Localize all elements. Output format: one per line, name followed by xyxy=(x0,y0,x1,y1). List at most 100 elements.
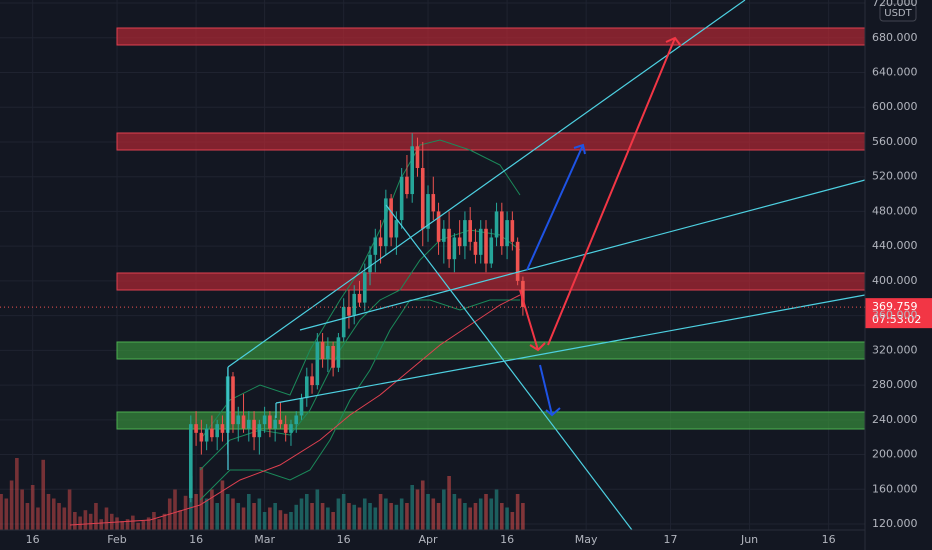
candle-body xyxy=(410,146,415,195)
y-tick-label: 160.000 xyxy=(872,482,918,495)
arrows xyxy=(519,36,682,417)
candle-body xyxy=(426,194,430,229)
volume-bar xyxy=(30,485,35,530)
volume-bar xyxy=(220,480,225,530)
volume-bar xyxy=(4,498,9,530)
volume-bar xyxy=(0,494,3,530)
y-tick-label: 360.000 xyxy=(872,309,918,322)
candle-body xyxy=(357,293,362,303)
volume-bar xyxy=(384,498,388,530)
volume-bar xyxy=(246,494,251,530)
volume-bar xyxy=(347,503,351,530)
candle-body xyxy=(331,346,335,368)
candle-body xyxy=(236,415,241,425)
volume-bar xyxy=(252,503,256,530)
candle-body xyxy=(215,424,219,438)
candle-body xyxy=(231,376,235,425)
volume-bar xyxy=(183,495,188,530)
volume-bar xyxy=(104,507,109,530)
candle-body xyxy=(431,194,436,212)
volume-bar xyxy=(141,521,146,530)
volume-bar xyxy=(478,498,483,530)
volume-bar xyxy=(473,503,478,530)
volume-bar xyxy=(36,507,40,530)
volume-bar xyxy=(436,503,441,530)
candle-body xyxy=(199,432,204,442)
candle-body xyxy=(352,293,357,316)
candle-body xyxy=(405,176,409,195)
x-tick-label: Mar xyxy=(254,533,275,546)
candle-body xyxy=(194,424,198,433)
volume-bar xyxy=(521,503,525,530)
volume-bar xyxy=(510,512,515,530)
volume-bar xyxy=(489,498,494,530)
candle-body xyxy=(457,237,462,247)
candle-body xyxy=(436,211,441,242)
countdown: 07:53:02 xyxy=(872,313,921,326)
volume-bar xyxy=(468,507,472,530)
volume-bar xyxy=(447,476,451,530)
volume-bar xyxy=(125,519,130,530)
resistance-zone xyxy=(116,272,866,291)
candle-body xyxy=(347,306,351,316)
candle-body xyxy=(299,398,304,416)
candle-body xyxy=(341,306,346,338)
volume-bar xyxy=(78,516,82,530)
volume-bar xyxy=(405,503,409,530)
volume-bar xyxy=(257,498,262,530)
volume-bar xyxy=(241,507,246,530)
volume-bar xyxy=(120,521,125,530)
candle-body xyxy=(452,237,457,260)
volume-bar xyxy=(46,494,51,530)
volume-bar xyxy=(115,517,119,530)
volume-bar xyxy=(515,494,520,530)
candle-body xyxy=(505,220,509,247)
y-tick-label: 120.000 xyxy=(872,517,918,530)
y-tick-label: 440.000 xyxy=(872,239,918,252)
volume-bar xyxy=(83,510,88,530)
arrow-down xyxy=(539,364,561,417)
lower-band xyxy=(199,299,520,501)
x-tick-label: Feb xyxy=(107,533,126,546)
trendlines xyxy=(227,0,866,531)
volume-bar xyxy=(41,459,46,530)
candle-body xyxy=(378,237,383,247)
candle-body xyxy=(500,211,504,247)
candle-body xyxy=(257,424,262,438)
volume-bar xyxy=(426,494,430,530)
candle-body xyxy=(442,228,446,242)
x-tick-label: 16 xyxy=(500,533,514,546)
volume-bar xyxy=(57,503,61,530)
volume-bar xyxy=(15,458,19,530)
resistance-zone xyxy=(116,27,866,46)
volume-bar xyxy=(420,480,425,530)
y-tick-label: 280.000 xyxy=(872,378,918,391)
trendline xyxy=(299,179,866,331)
volume-bar xyxy=(457,498,462,530)
volume-bar xyxy=(320,503,325,530)
y-tick-label: 480.000 xyxy=(872,204,918,217)
y-tick-label: 520.000 xyxy=(872,170,918,183)
volume-bar xyxy=(231,498,235,530)
trendline xyxy=(385,204,633,531)
x-tick-label: 16 xyxy=(189,533,203,546)
candle-body xyxy=(220,424,225,433)
volume-bar xyxy=(331,512,335,530)
volume-bar xyxy=(273,503,277,530)
volume-bar xyxy=(262,512,267,530)
volume-bar xyxy=(341,494,346,530)
y-tick-label: 600.000 xyxy=(872,100,918,113)
candle-body xyxy=(399,176,404,221)
y-tick-label: 320.000 xyxy=(872,343,918,356)
volume-bar xyxy=(236,503,241,530)
volume-bar xyxy=(225,494,230,530)
candle-body xyxy=(262,415,267,425)
volume-bar xyxy=(62,507,67,530)
candle-body xyxy=(373,237,378,255)
last-price-badge xyxy=(865,298,932,329)
volume-bar xyxy=(394,504,399,530)
volume-bar xyxy=(310,503,314,530)
volume-bar xyxy=(352,504,357,530)
